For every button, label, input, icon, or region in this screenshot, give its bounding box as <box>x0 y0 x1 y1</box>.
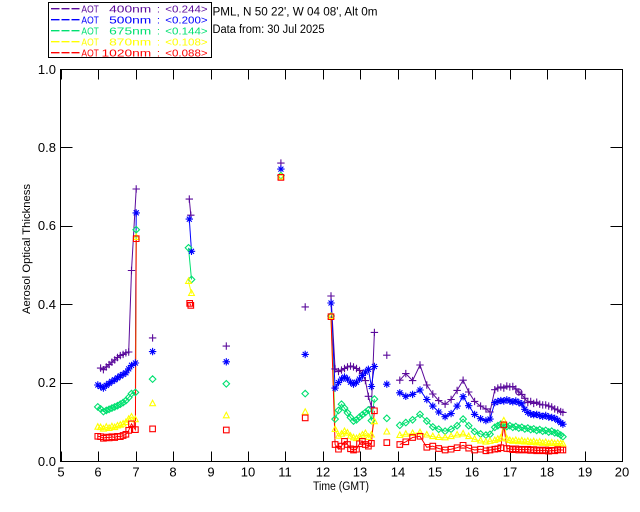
svg-text:1020nm: 1020nm <box>102 47 152 59</box>
svg-text:15: 15 <box>428 465 442 480</box>
svg-text:13: 13 <box>353 465 367 480</box>
svg-text::: : <box>157 14 160 26</box>
svg-text:500nm: 500nm <box>109 14 152 26</box>
svg-text:8: 8 <box>169 465 176 480</box>
svg-text:AOT: AOT <box>81 47 99 59</box>
svg-text:0.6: 0.6 <box>38 218 56 233</box>
svg-text:11: 11 <box>278 465 292 480</box>
svg-text:0.0: 0.0 <box>38 454 56 469</box>
svg-text:9: 9 <box>207 465 214 480</box>
svg-text:19: 19 <box>578 465 592 480</box>
svg-text:Aerosol Optical Thickness: Aerosol Optical Thickness <box>21 183 33 314</box>
svg-text::: : <box>157 25 160 37</box>
svg-text:5: 5 <box>57 465 64 480</box>
svg-text:17: 17 <box>503 465 517 480</box>
svg-text:870nm: 870nm <box>109 36 152 48</box>
svg-text:Time (GMT): Time (GMT) <box>313 481 369 493</box>
svg-text:PML, N 50 22', W 04 08', Alt 0: PML, N 50 22', W 04 08', Alt 0m <box>213 7 378 19</box>
svg-text:<0.244>: <0.244> <box>165 3 207 15</box>
svg-text:AOT: AOT <box>81 14 99 26</box>
svg-text:675nm: 675nm <box>109 25 152 37</box>
svg-text:14: 14 <box>391 465 405 480</box>
svg-text:AOT: AOT <box>81 25 99 37</box>
svg-text:6: 6 <box>94 465 101 480</box>
svg-text:16: 16 <box>465 465 479 480</box>
svg-text:<0.088>: <0.088> <box>165 47 207 59</box>
svg-text:<0.144>: <0.144> <box>165 25 207 37</box>
svg-text::: : <box>157 3 160 15</box>
svg-text:1.0: 1.0 <box>38 62 56 77</box>
svg-text:0.2: 0.2 <box>38 375 56 390</box>
svg-text:<0.200>: <0.200> <box>165 14 207 26</box>
svg-text:400nm: 400nm <box>109 3 152 15</box>
svg-text:0.4: 0.4 <box>38 297 56 312</box>
svg-text:0.8: 0.8 <box>38 140 56 155</box>
svg-text:AOT: AOT <box>81 36 99 48</box>
svg-text:12: 12 <box>316 465 330 480</box>
svg-text:10: 10 <box>241 465 255 480</box>
svg-text:AOT: AOT <box>81 3 99 15</box>
svg-text::: : <box>157 36 160 48</box>
svg-text::: : <box>157 47 160 59</box>
svg-text:<0.108>: <0.108> <box>165 36 207 48</box>
svg-text:7: 7 <box>132 465 139 480</box>
svg-text:18: 18 <box>540 465 554 480</box>
svg-text:20: 20 <box>615 465 629 480</box>
svg-text:Data from: 30 Jul 2025: Data from: 30 Jul 2025 <box>213 24 325 36</box>
